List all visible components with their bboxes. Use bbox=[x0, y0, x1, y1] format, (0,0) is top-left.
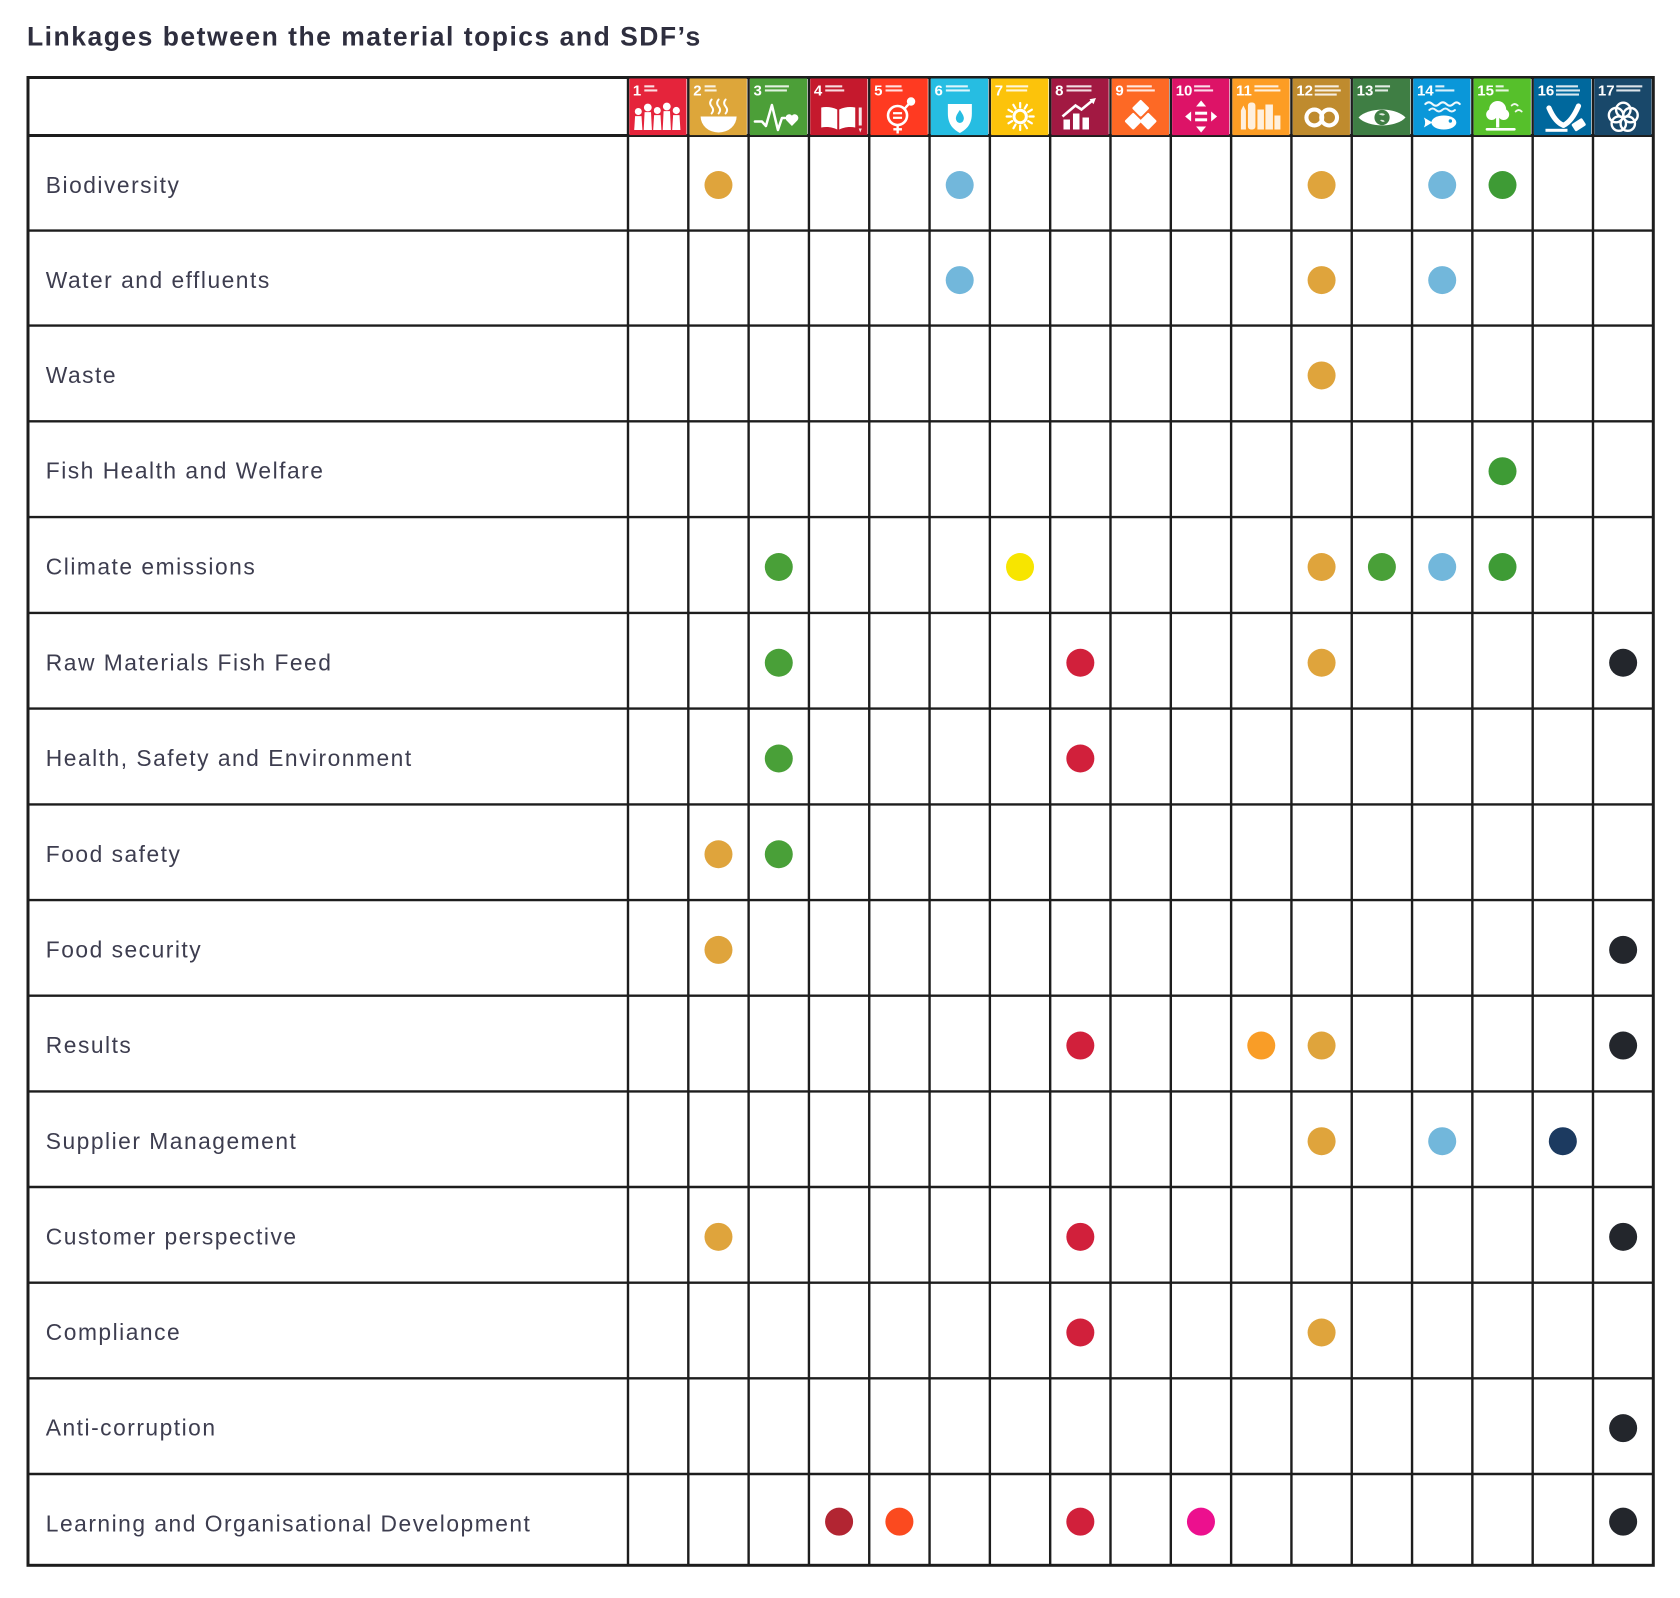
svg-text:7: 7 bbox=[995, 83, 1003, 100]
svg-text:Learning and Organisational De: Learning and Organisational Development bbox=[46, 1510, 532, 1536]
svg-text:1: 1 bbox=[633, 83, 641, 100]
svg-text:Customer perspective: Customer perspective bbox=[46, 1223, 298, 1249]
svg-text:2: 2 bbox=[693, 83, 701, 100]
svg-text:Biodiversity: Biodiversity bbox=[46, 172, 181, 198]
svg-text:13: 13 bbox=[1357, 83, 1374, 100]
svg-text:Food security: Food security bbox=[46, 937, 202, 963]
svg-text:3: 3 bbox=[754, 83, 762, 100]
svg-text:12: 12 bbox=[1296, 83, 1313, 100]
svg-text:6: 6 bbox=[934, 83, 942, 100]
svg-text:Supplier Management: Supplier Management bbox=[46, 1128, 298, 1154]
svg-text:14: 14 bbox=[1417, 83, 1434, 100]
svg-text:Waste: Waste bbox=[46, 362, 117, 388]
svg-text:11: 11 bbox=[1236, 83, 1252, 100]
svg-text:17: 17 bbox=[1598, 83, 1615, 100]
svg-text:Anti-corruption: Anti-corruption bbox=[46, 1415, 217, 1441]
svg-text:4: 4 bbox=[814, 83, 823, 100]
svg-text:16: 16 bbox=[1538, 83, 1555, 100]
svg-text:Linkages between the material: Linkages between the material topics and… bbox=[27, 22, 702, 52]
svg-text:Health, Safety and Environment: Health, Safety and Environment bbox=[46, 745, 413, 771]
svg-text:8: 8 bbox=[1055, 83, 1063, 100]
svg-text:Results: Results bbox=[46, 1032, 133, 1058]
svg-text:Raw Materials Fish Feed: Raw Materials Fish Feed bbox=[46, 649, 333, 675]
svg-text:Compliance: Compliance bbox=[46, 1319, 181, 1345]
svg-text:15: 15 bbox=[1477, 83, 1494, 100]
svg-text:Water and effluents: Water and effluents bbox=[46, 267, 271, 293]
svg-text:Food safety: Food safety bbox=[46, 841, 182, 867]
svg-text:9: 9 bbox=[1115, 83, 1123, 100]
svg-text:Climate emissions: Climate emissions bbox=[46, 554, 256, 580]
svg-text:5: 5 bbox=[874, 83, 882, 100]
svg-text:10: 10 bbox=[1176, 83, 1193, 100]
svg-text:Fish Health and Welfare: Fish Health and Welfare bbox=[46, 458, 325, 484]
